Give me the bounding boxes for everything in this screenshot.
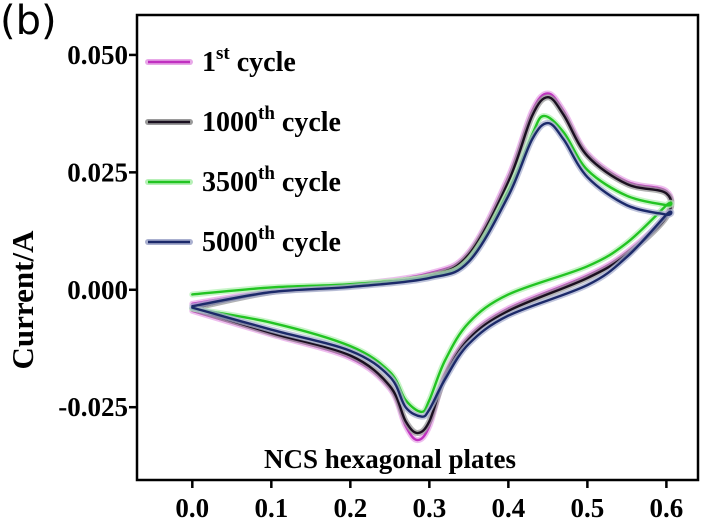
x-tick-label: 0.4 [491,493,525,523]
x-tick-label: 0.0 [175,493,209,523]
x-tick-label: 0.1 [254,493,288,523]
curves-layer [189,90,675,444]
legend-label-1: 1st cycle [202,43,296,78]
y-tick-label: 0.025 [67,157,128,187]
ticks-layer: 0.0 0.1 0.2 0.3 0.4 0.5 0.6 0.050 0.025 0.000 -0.0… [58,40,683,523]
plot-frame [135,13,700,482]
sample-annotation: NCS hexagonal plates [264,444,516,474]
panel-label: (b) [0,0,57,44]
y-tick-label: 0.000 [67,275,128,305]
series-line-2 [191,96,673,435]
x-tick-label: 0.2 [333,493,367,523]
y-tick-label: 0.050 [67,40,128,70]
legend-label-4: 5000th cycle [202,223,341,258]
legend-label-2: 1000th cycle [202,103,341,138]
series-glow-3 [189,112,675,415]
series-line-4 [191,121,673,418]
x-tick-label: 0.5 [571,493,605,523]
legend-label-3: 3500th cycle [202,163,341,198]
legend: 1st cycle 1000th cycle 3500th cycle 5000th … [145,43,341,258]
y-tick-label: -0.025 [58,392,128,422]
series-glow-2 [189,94,675,437]
y-axis-title: Current/A [5,230,40,370]
x-tick-label: 0.6 [650,493,684,523]
x-tick-label: 0.3 [412,493,446,523]
